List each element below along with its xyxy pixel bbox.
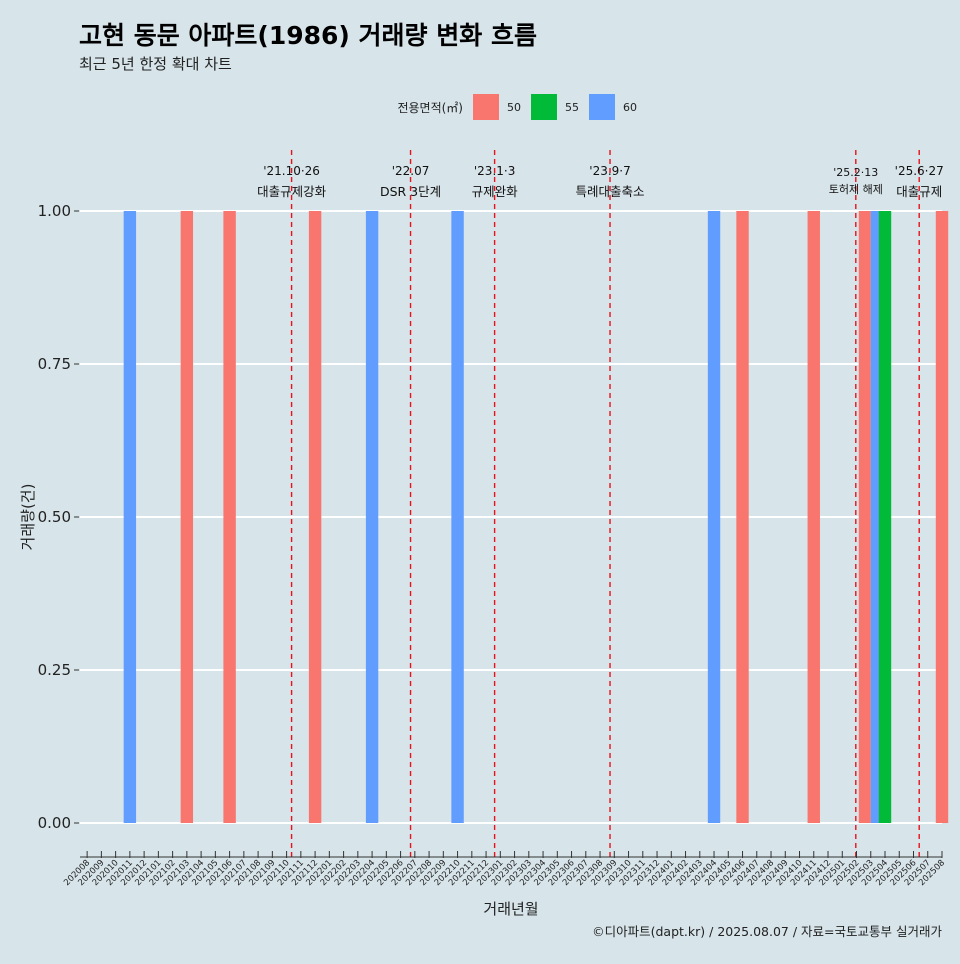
event-label: 대출규제 xyxy=(896,184,942,199)
y-axis: 0.00 0.25 0.50 0.75 1.00 xyxy=(38,202,79,832)
bar-202404-60 xyxy=(707,211,721,823)
x-axis-label: 거래년월 xyxy=(483,900,538,918)
event-label: 규제완화 xyxy=(472,184,519,199)
bar-202210-60 xyxy=(451,211,464,823)
event-markers: '21.10·26 대출규제강화 '22.07 DSR 3단계 '23.1·3 규제완화 '… xyxy=(257,150,944,857)
event-date: '22.07 xyxy=(392,164,430,178)
y-axis-label: 거래량(건) xyxy=(19,484,37,551)
event-date: '21.10·26 xyxy=(263,164,320,178)
y-tick-label: 1.00 xyxy=(38,202,71,220)
bars xyxy=(123,211,949,823)
bar-202503-50 xyxy=(858,211,871,823)
event-label: 대출규제강화 xyxy=(257,184,327,199)
x-axis: 2020082020092020102020112020122021012021… xyxy=(62,851,947,888)
legend-swatch-60 xyxy=(589,94,615,120)
bar-202106-50 xyxy=(223,211,236,823)
chart-caption: ©디아파트(dapt.kr) / 2025.08.07 / 자료=국토교통부 실… xyxy=(592,924,942,939)
legend-label-55: 55 xyxy=(565,101,579,114)
bar-202406-50 xyxy=(736,211,749,823)
event-date: '25.2·13 xyxy=(833,166,878,179)
bar-202103-50 xyxy=(180,211,194,823)
event-label: DSR 3단계 xyxy=(380,184,441,199)
y-tick-label: 0.75 xyxy=(38,355,71,373)
bar-202204-60 xyxy=(365,211,379,823)
chart-subtitle: 최근 5년 한정 확대 차트 xyxy=(79,55,232,73)
event-date: '23.9·7 xyxy=(589,164,630,178)
event-label: 특례대출축소 xyxy=(576,184,645,199)
y-tick-label: 0.25 xyxy=(38,661,71,679)
y-tick-label: 0.50 xyxy=(38,508,71,526)
y-tick-label: 0.00 xyxy=(38,814,71,832)
legend-swatch-55 xyxy=(531,94,557,120)
event-date: '23.1·3 xyxy=(474,164,515,178)
bar-202112-50 xyxy=(308,211,322,823)
legend-label-50: 50 xyxy=(507,101,521,114)
event-date: '25.6·27 xyxy=(895,164,944,178)
legend-title: 전용면적(㎡) xyxy=(397,101,463,115)
chart-title: 고현 동문 아파트(1986) 거래량 변화 흐름 xyxy=(79,21,537,50)
bar-202011-60 xyxy=(123,211,137,823)
bar-202504-55 xyxy=(878,211,892,823)
legend: 전용면적(㎡) 50 55 60 xyxy=(397,94,637,120)
bar-202411-50 xyxy=(807,211,820,823)
bar-202508-50 xyxy=(935,211,949,823)
legend-label-60: 60 xyxy=(623,101,637,114)
legend-swatch-50 xyxy=(473,94,499,120)
event-label: 토허제 해제 xyxy=(829,182,883,196)
